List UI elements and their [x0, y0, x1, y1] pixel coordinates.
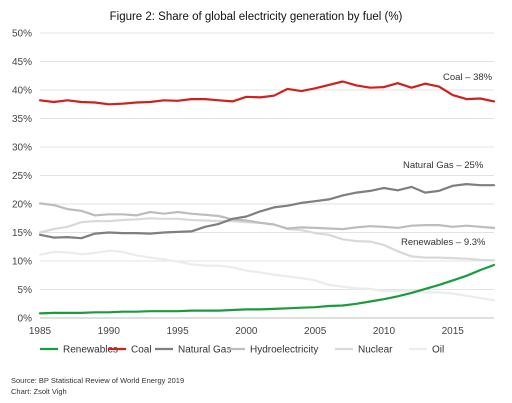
y-tick-label: 50% [12, 29, 32, 40]
legend-item-nuclear: Nuclear [335, 345, 393, 356]
legend: Renewables Coal Natural Gas Hydroelectricit… [40, 345, 444, 356]
x-axis: 1985 1990 1995 2000 2005 2010 2015 [29, 326, 464, 337]
y-tick-label: 0% [18, 314, 33, 325]
y-tick-label: 25% [12, 171, 32, 182]
legend-item-oil: Oil [409, 345, 444, 356]
legend-item-hydroelectricity: Hydroelectricity [227, 345, 318, 356]
y-tick-label: 35% [12, 114, 32, 125]
annotation-coal: Coal – 38% [443, 72, 493, 83]
source-note: Source: BP Statistical Review of World E… [11, 376, 184, 385]
legend-item-coal: Coal [108, 345, 152, 356]
annotation-renewables: Renewables – 9.3% [401, 237, 486, 248]
y-tick-label: 30% [12, 143, 32, 154]
series-line-renewables [38, 263, 496, 315]
x-tick-label: 1990 [98, 326, 121, 337]
series-line-natural-gas [38, 183, 496, 240]
legend-item-renewables: Renewables [40, 345, 118, 356]
x-tick-label: 2000 [235, 326, 258, 337]
x-tick-label: 2005 [304, 326, 327, 337]
legend-label: Coal [131, 345, 152, 356]
x-tick-label: 1995 [166, 326, 189, 337]
series-line-hydroelectricity [38, 202, 496, 231]
y-tick-label: 40% [12, 86, 32, 97]
legend-item-natural-gas: Natural Gas [155, 345, 231, 356]
x-tick-label: 2015 [442, 326, 465, 337]
legend-label: Natural Gas [178, 345, 231, 356]
x-tick-label: 1985 [29, 326, 52, 337]
chart-credit: Chart: Zsolt Vigh [11, 387, 67, 396]
gridlines [40, 32, 494, 319]
y-tick-label: 15% [12, 228, 32, 239]
series-lines [38, 80, 496, 315]
y-tick-label: 45% [12, 57, 32, 68]
annotation-natural-gas: Natural Gas – 25% [403, 160, 484, 171]
legend-label: Oil [432, 345, 444, 356]
legend-label: Renewables [63, 345, 118, 356]
y-axis: 0% 5% 10% 15% 20% 25% 30% 35% 40% 45% 50% [12, 29, 32, 325]
y-tick-label: 10% [12, 257, 32, 268]
x-tick-label: 2010 [373, 326, 396, 337]
legend-label: Nuclear [358, 345, 393, 356]
legend-label: Hydroelectricity [250, 345, 318, 356]
y-tick-label: 20% [12, 200, 32, 211]
y-tick-label: 5% [18, 285, 33, 296]
series-line-coal [38, 80, 496, 106]
chart-title: Figure 2: Share of global electricity ge… [110, 11, 403, 23]
